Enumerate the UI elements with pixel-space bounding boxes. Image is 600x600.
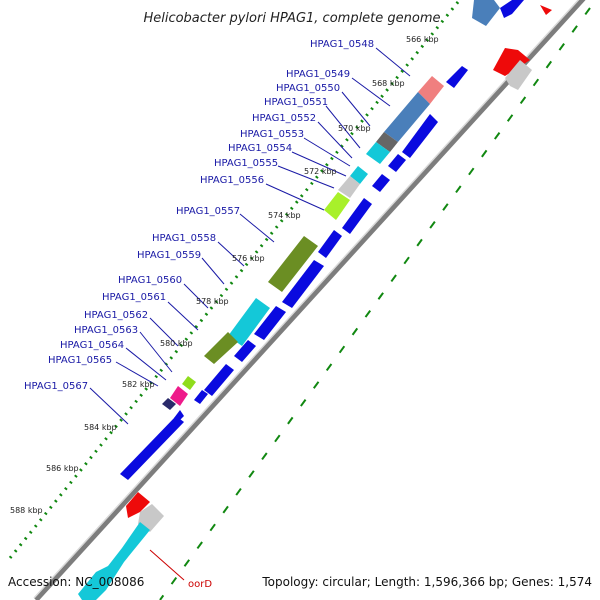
gene-olive[interactable]	[204, 332, 238, 364]
gene-label-hpag1-0550[interactable]: HPAG1_0550	[276, 83, 340, 94]
gene-label-hpag1-0556[interactable]: HPAG1_0556	[200, 175, 264, 186]
gene-label-hpag1-0567[interactable]: HPAG1_0567	[24, 381, 88, 392]
kbp-tick-label: 568 kbp	[372, 79, 405, 88]
kbp-tick-label: 566 kbp	[406, 35, 439, 44]
gene-red-arrow[interactable]	[540, 5, 552, 15]
gene-darkblue[interactable]	[162, 398, 176, 410]
gene-label-hpag1-0555[interactable]: HPAG1_0555	[214, 158, 278, 169]
gene-darkgray[interactable]	[376, 132, 398, 152]
gene-red[interactable]	[493, 48, 530, 76]
gene-label-hpag1-0549[interactable]: HPAG1_0549	[286, 69, 350, 80]
gene-label-hpag1-0553[interactable]: HPAG1_0553	[240, 129, 304, 140]
gene-blue[interactable]	[402, 114, 438, 158]
kbp-tick-label: 588 kbp	[10, 506, 43, 515]
kbp-tick-label: 586 kbp	[46, 464, 79, 473]
gene-cyan[interactable]	[228, 298, 270, 346]
gene-label-hpag1-0564[interactable]: HPAG1_0564	[60, 340, 124, 351]
gene-blue[interactable]	[388, 154, 406, 172]
gene-lightgray[interactable]	[338, 176, 360, 198]
gene-pink[interactable]	[418, 76, 444, 104]
gene-olive[interactable]	[268, 236, 318, 292]
gene-lime-small[interactable]	[182, 376, 196, 390]
gene-blue[interactable]	[282, 260, 324, 308]
gene-blue[interactable]	[204, 364, 234, 396]
gene-label-leaders	[89, 47, 411, 425]
gene-magenta[interactable]	[170, 386, 188, 406]
genome-title: Helicobacter pylori HPAG1, complete geno…	[143, 11, 440, 26]
gene-steelblue[interactable]	[472, 0, 500, 26]
gene-label-hpag1-0559[interactable]: HPAG1_0559	[137, 250, 201, 261]
gene-label-hpag1-0551[interactable]: HPAG1_0551	[264, 97, 328, 108]
kbp-tick-label: 580 kbp	[160, 339, 193, 348]
topology-text: Topology: circular; Length: 1,596,366 bp…	[261, 575, 592, 589]
gene-blue[interactable]	[372, 174, 390, 192]
gene-blue[interactable]	[318, 230, 342, 258]
kbp-tick-label: 578 kbp	[196, 297, 229, 306]
reverse-strand-genes	[120, 66, 468, 480]
gene-gray[interactable]	[505, 60, 532, 90]
feature-leader	[149, 549, 185, 581]
gene-cyan[interactable]	[78, 522, 150, 600]
gene-label-hpag1-0558[interactable]: HPAG1_0558	[152, 233, 216, 244]
gene-blue[interactable]	[194, 390, 208, 404]
kbp-tick-label: 574 kbp	[268, 211, 301, 220]
genome-backbone	[34, 0, 586, 600]
gene-label-hpag1-0552[interactable]: HPAG1_0552	[252, 113, 316, 124]
gene-blue[interactable]	[342, 198, 372, 234]
kbp-tick-label: 584 kbp	[84, 423, 117, 432]
kbp-tick-label: 582 kbp	[122, 380, 155, 389]
gene-red[interactable]	[126, 492, 150, 518]
accession-text: Accession: NC_008086	[8, 575, 144, 589]
gene-blue[interactable]	[120, 416, 184, 480]
kbp-tick-label: 576 kbp	[232, 254, 265, 263]
feature-label-oord[interactable]: oorD	[188, 579, 212, 590]
gene-label-hpag1-0562[interactable]: HPAG1_0562	[84, 310, 148, 321]
gene-label-hpag1-0563[interactable]: HPAG1_0563	[74, 325, 138, 336]
gene-blue[interactable]	[234, 340, 256, 362]
gene-label-hpag1-0565[interactable]: HPAG1_0565	[48, 355, 112, 366]
gene-steelblue[interactable]	[384, 92, 430, 142]
gene-labels: HPAG1_0548 HPAG1_0549 HPAG1_0550 HPAG1_0…	[24, 39, 374, 392]
gene-label-hpag1-0560[interactable]: HPAG1_0560	[118, 275, 182, 286]
gene-label-hpag1-0557[interactable]: HPAG1_0557	[176, 206, 240, 217]
gene-label-hpag1-0548[interactable]: HPAG1_0548	[310, 39, 374, 50]
colored-feature-genes	[78, 0, 524, 600]
gene-lime[interactable]	[324, 192, 350, 220]
gene-gray[interactable]	[138, 504, 164, 532]
gene-label-hpag1-0561[interactable]: HPAG1_0561	[102, 292, 166, 303]
kbp-tick-labels: 566 kbp 568 kbp 570 kbp 572 kbp 574 kbp …	[10, 35, 439, 515]
gene-cyan[interactable]	[350, 166, 368, 184]
gene-blue[interactable]	[254, 306, 286, 340]
gene-blue[interactable]	[446, 66, 468, 88]
gene-label-hpag1-0554[interactable]: HPAG1_0554	[228, 143, 292, 154]
gene-blue[interactable]	[500, 0, 524, 18]
gene-cyan[interactable]	[366, 142, 390, 164]
kbp-tick-label: 570 kbp	[338, 124, 371, 133]
kbp-tick-label: 572 kbp	[304, 167, 337, 176]
forward-strand-genes	[126, 5, 552, 532]
